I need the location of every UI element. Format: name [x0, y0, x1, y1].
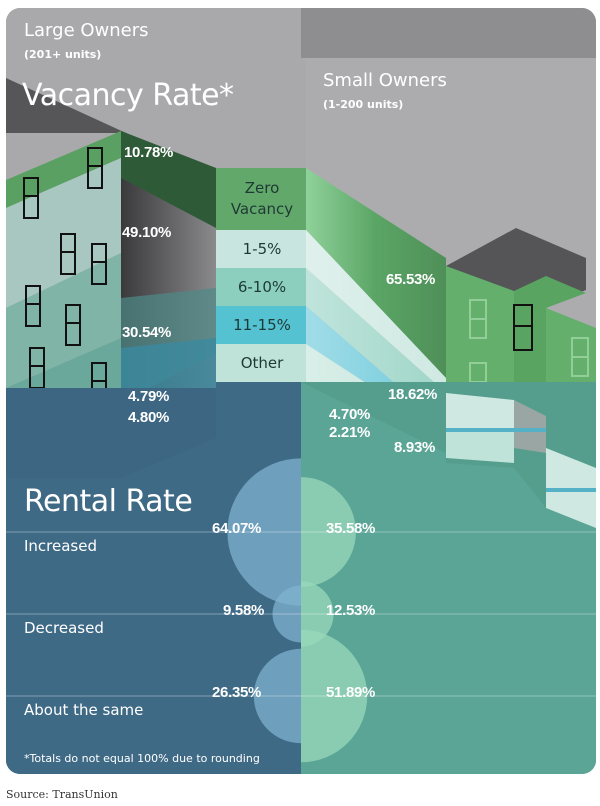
rental-rate-title: Rental Rate: [24, 484, 193, 519]
large-increased-value: 64.07%: [212, 520, 262, 537]
footnote: *Totals do not equal 100% due to roundin…: [24, 752, 260, 765]
small-decreased-value: 12.53%: [326, 602, 376, 619]
large-owners-label: Large Owners: [24, 20, 149, 41]
legend-6-10: 6-10%: [237, 277, 287, 296]
legend-1-5: 1-5%: [242, 239, 282, 258]
small-band-zero-vacancy: [306, 168, 446, 378]
legend-zero-vacancy: Zero Vacancy: [230, 179, 294, 218]
rental-row-lines: [6, 531, 596, 697]
large-11-15-value: 4.79%: [128, 388, 170, 405]
large-zero-vacancy-value: 10.78%: [124, 144, 174, 161]
small-owners-label: Small Owners: [323, 70, 447, 91]
infographic: Large Owners (201+ units) Vacancy Rate* …: [6, 8, 596, 774]
infographic-art: [6, 8, 596, 774]
small-11-15-value: 2.21%: [329, 424, 371, 441]
legend-11-15: 11-15%: [233, 315, 291, 334]
legend-other: Other: [240, 353, 284, 372]
window-icon-dark: [513, 304, 533, 351]
large-band-zero-vacancy: [6, 131, 121, 208]
large-bubble-decreased: [272, 585, 301, 643]
small-1-5-value: 18.62%: [388, 386, 438, 403]
small-6-10-value: 4.70%: [329, 406, 371, 423]
source-credit: Source: TransUnion: [6, 788, 118, 801]
vacancy-rate-title: Vacancy Rate*: [22, 78, 234, 113]
rental-bubbles: [227, 458, 368, 763]
large-bubble-increased: [227, 458, 301, 606]
small-bubble-about-the-same: [301, 629, 368, 763]
large-bubble-about-the-same: [253, 648, 301, 744]
large-other-value: 4.80%: [128, 409, 170, 426]
row-label-about-same: About the same: [24, 701, 144, 719]
large-1-5-value: 49.10%: [122, 224, 172, 241]
small-owners-sublabel: (1-200 units): [323, 98, 404, 111]
large-decreased-value: 9.58%: [223, 602, 265, 619]
small-increased-value: 35.58%: [326, 520, 376, 537]
large-side-zero: [121, 131, 216, 228]
small-other-value: 8.93%: [394, 439, 436, 456]
large-band-6-10: [6, 253, 121, 388]
small-bubble-increased: [301, 477, 356, 587]
row-label-decreased: Decreased: [24, 619, 104, 637]
small-same-value: 51.89%: [326, 684, 376, 701]
large-owners-sublabel: (201+ units): [24, 48, 102, 61]
row-label-increased: Increased: [24, 537, 98, 555]
large-same-value: 26.35%: [212, 684, 262, 701]
large-6-10-value: 30.54%: [122, 324, 172, 341]
small-zero-vacancy-value: 65.53%: [386, 271, 436, 288]
